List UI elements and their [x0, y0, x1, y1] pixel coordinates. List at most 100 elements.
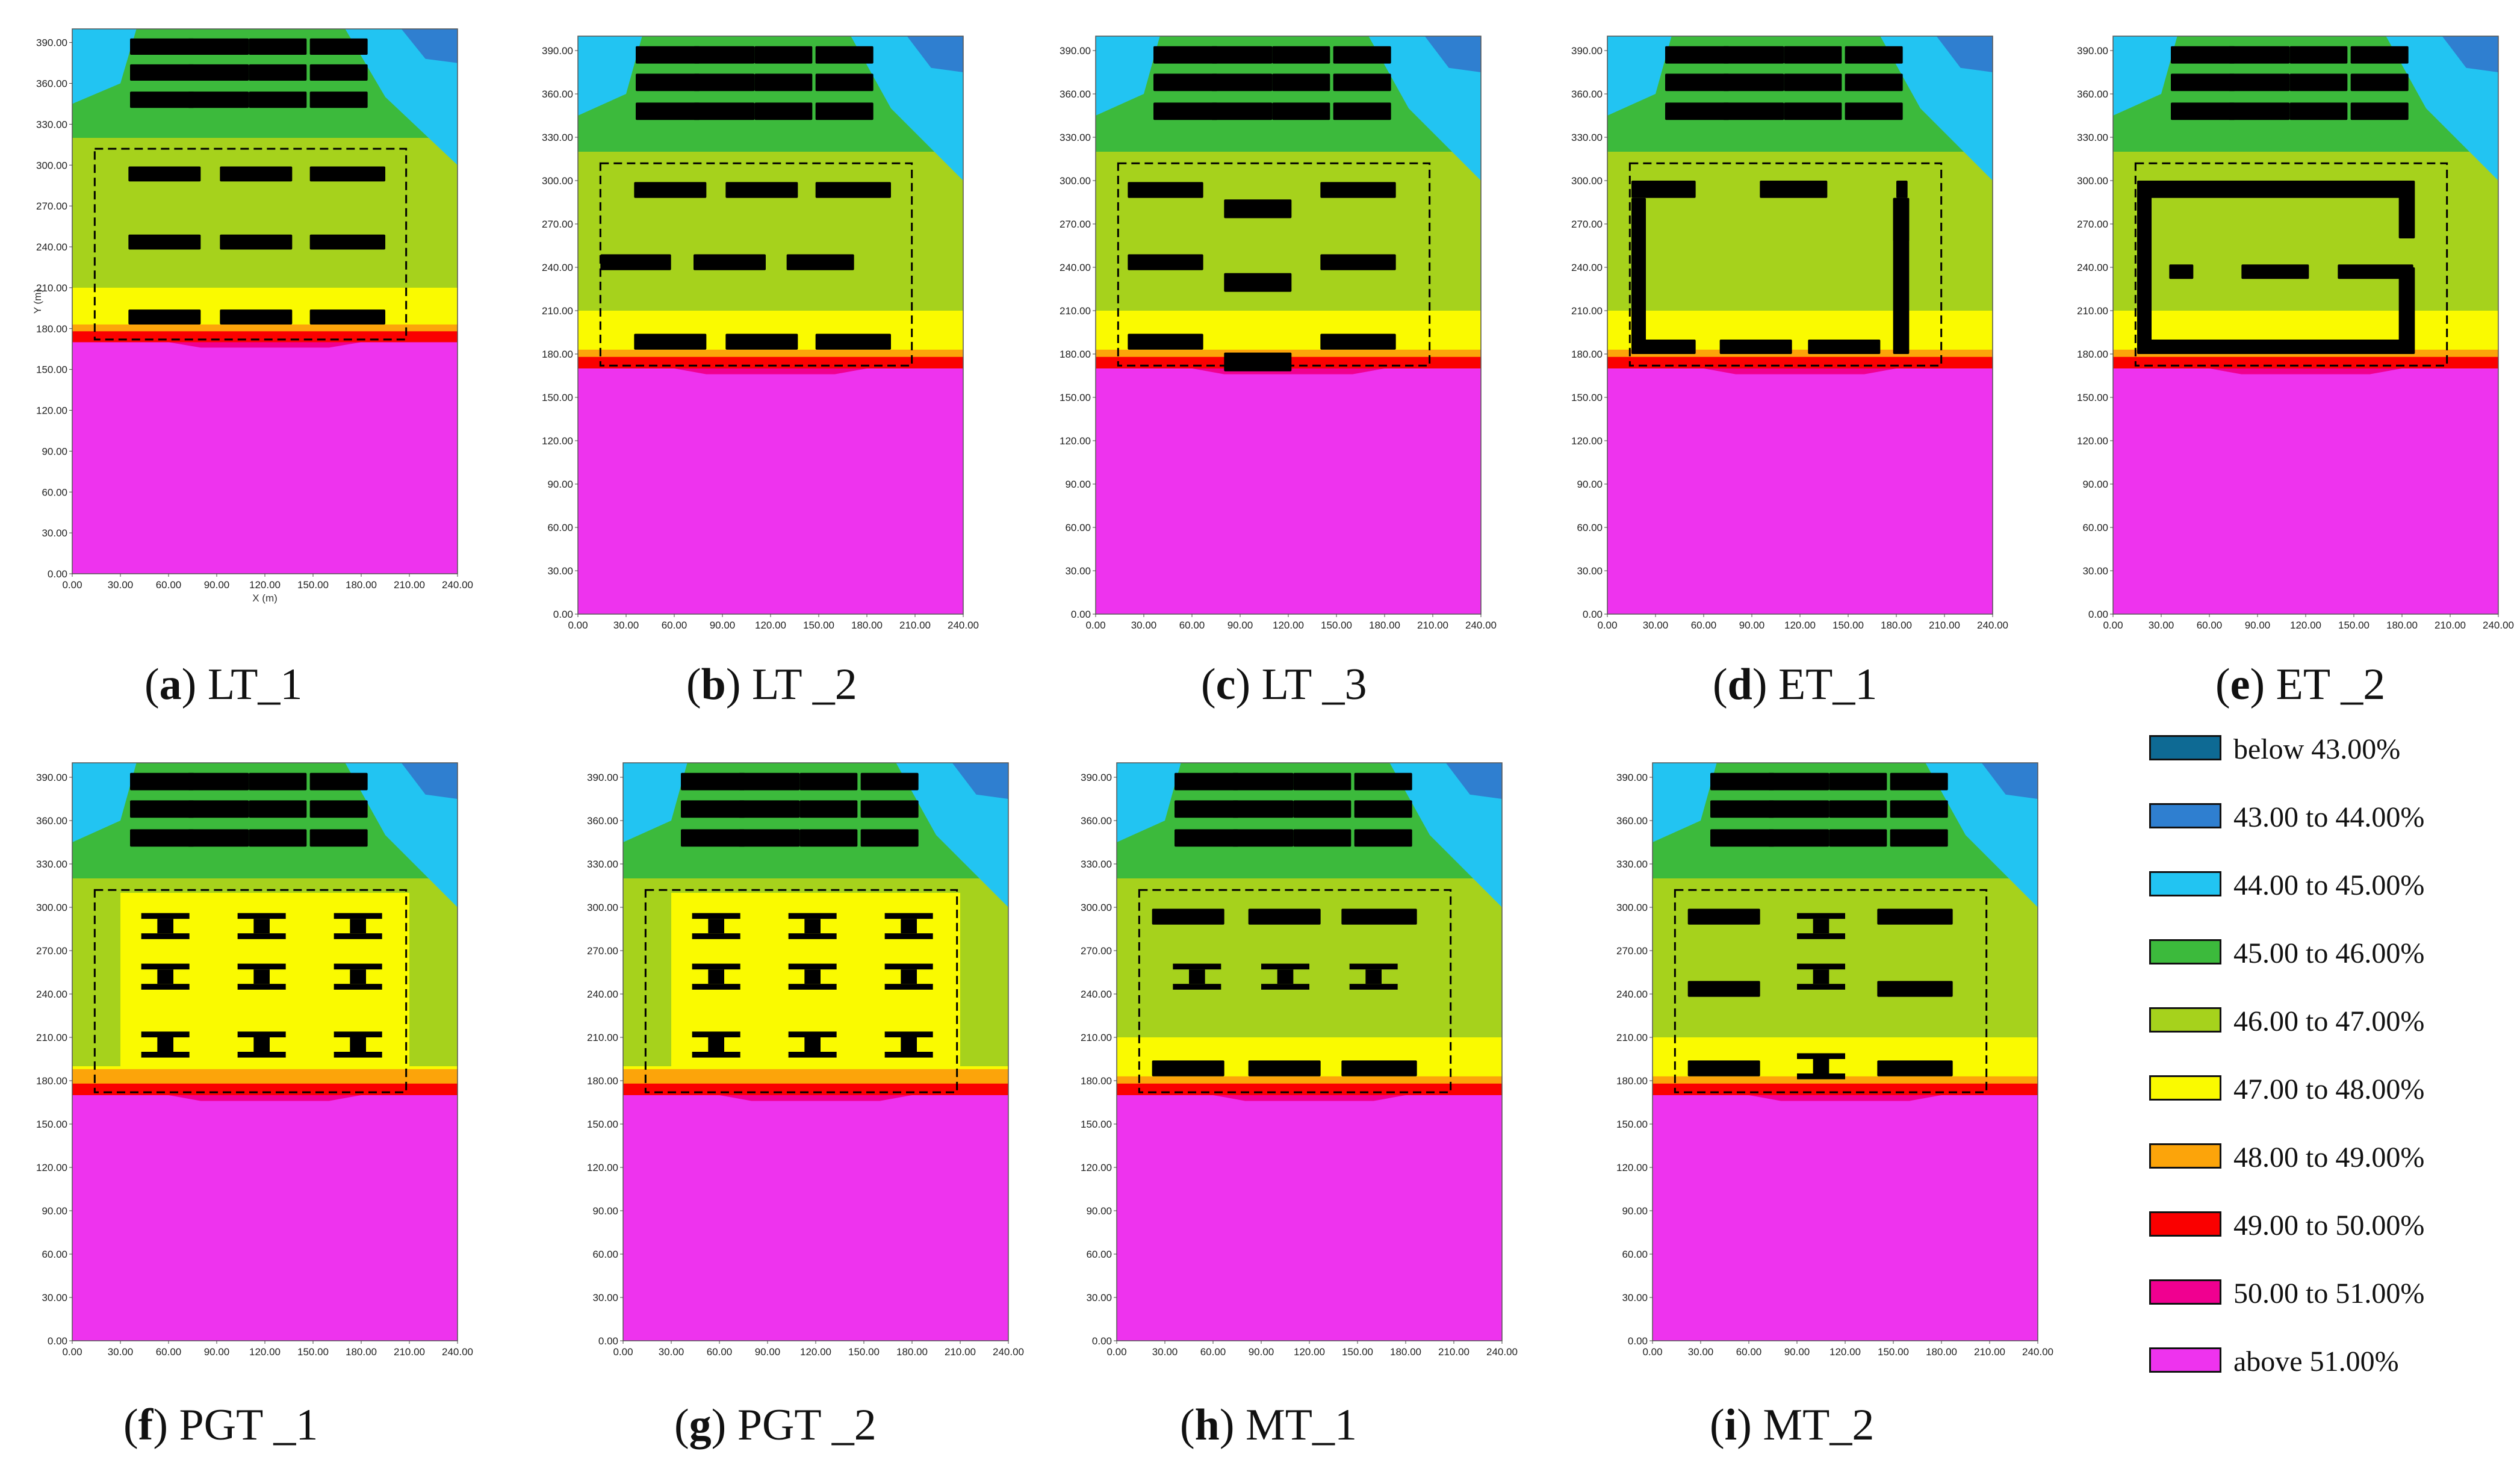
building: [1723, 73, 1784, 92]
y-tick-label: 60.00: [1577, 522, 1603, 533]
building: [2169, 264, 2194, 279]
building: [2171, 102, 2235, 120]
panel-i: 0.00 30.00 60.00 90.00 120.00 150.00 180.00 210…: [1616, 747, 2053, 1379]
y-tick-label: 270.00: [1571, 219, 1603, 230]
y-tick-label: 150.00: [36, 1119, 67, 1130]
panel-h: 0.00 30.00 60.00 90.00 120.00 150.00 180.00 210…: [1081, 747, 1518, 1379]
legend-label: 43.00 to 44.00%: [2233, 801, 2425, 833]
x-tick-label: 180.00: [2386, 620, 2418, 631]
contour-band: [851, 36, 963, 181]
building: [2241, 264, 2309, 279]
x-tick-label: 0.00: [1642, 1346, 1662, 1358]
building: [1797, 1073, 1845, 1079]
building: [1723, 102, 1784, 120]
building: [2171, 46, 2235, 64]
study-area-outline: [2134, 162, 2448, 367]
building: [1784, 46, 1842, 64]
x-tick-label: 60.00: [662, 620, 687, 631]
y-axis-label: Y (m): [32, 289, 43, 314]
legend-item: 48.00 to 49.00%: [2149, 1140, 2510, 1176]
x-tick-label: 60.00: [1179, 620, 1205, 631]
y-tick-label: 150.00: [36, 364, 67, 376]
building: [1333, 46, 1391, 64]
caption-i-letter: i: [1724, 1400, 1737, 1450]
building: [754, 46, 813, 64]
contour-band: [72, 1095, 458, 1341]
panel-c: 0.00 30.00 60.00 90.00 120.00 150.00 180.00 210…: [1060, 24, 1497, 638]
y-tick-label: 180.00: [36, 1075, 67, 1087]
legend-swatch: [2149, 1347, 2221, 1373]
contour-band: [401, 763, 458, 799]
building: [694, 73, 755, 92]
x-tick-label: 150.00: [1833, 620, 1864, 631]
building: [188, 772, 249, 791]
building: [130, 829, 194, 847]
y-tick-label: 0.00: [598, 1335, 618, 1347]
contour-band: [401, 29, 458, 63]
caption-f-letter: f: [138, 1400, 154, 1450]
heatmap-f: 0.00 30.00 60.00 90.00 120.00 150.00 180.00 210…: [36, 762, 473, 1358]
building: [739, 829, 800, 847]
y-tick-label: 60.00: [1086, 1249, 1112, 1260]
x-tick-label: 30.00: [1131, 620, 1157, 631]
building: [1687, 981, 1760, 997]
caption-c-letter: c: [1215, 660, 1236, 709]
y-tick-label: 180.00: [1616, 1075, 1648, 1087]
building: [1845, 102, 1903, 120]
building: [692, 933, 740, 939]
legend-item: 49.00 to 50.00%: [2149, 1208, 2510, 1244]
building: [1349, 963, 1398, 970]
x-tick-label: 180.00: [346, 579, 377, 591]
building: [1845, 46, 1903, 64]
legend-label: 48.00 to 49.00%: [2233, 1142, 2425, 1173]
building: [2229, 102, 2290, 120]
x-tick-label: 240.00: [2483, 620, 2514, 631]
building: [1813, 1059, 1829, 1073]
building: [237, 933, 286, 939]
building: [860, 772, 919, 791]
x-tick-label: 60.00: [2197, 620, 2223, 631]
building: [1768, 800, 1829, 818]
contour-band: [1117, 1095, 1502, 1341]
contour-band: [345, 29, 458, 166]
building: [220, 166, 293, 182]
y-tick-label: 180.00: [587, 1075, 618, 1087]
x-tick-label: 30.00: [613, 620, 639, 631]
building: [1710, 772, 1775, 791]
x-tick-label: 60.00: [707, 1346, 733, 1358]
y-tick-label: 180.00: [36, 323, 67, 335]
legend-item: 45.00 to 46.00%: [2149, 936, 2510, 972]
building: [1248, 909, 1321, 925]
y-tick-label: 240.00: [587, 989, 618, 1000]
contour-band: [72, 342, 458, 574]
legend-label: 44.00 to 45.00%: [2233, 869, 2425, 901]
building: [237, 984, 286, 990]
y-tick-label: 60.00: [42, 1249, 67, 1260]
building: [2137, 181, 2413, 198]
building: [694, 102, 755, 120]
y-tick-label: 390.00: [1060, 45, 1091, 57]
building: [725, 182, 798, 198]
y-tick-label: 150.00: [1060, 392, 1091, 403]
building: [1128, 334, 1203, 350]
y-tick-label: 120.00: [1060, 435, 1091, 447]
y-tick-label: 270.00: [1616, 945, 1648, 957]
caption-h-letter: h: [1194, 1400, 1220, 1450]
building: [1173, 984, 1221, 990]
y-tick-label: 60.00: [547, 522, 573, 533]
heatmap-c: 0.00 30.00 60.00 90.00 120.00 150.00 180.00 210…: [1060, 36, 1497, 631]
building: [1189, 969, 1205, 984]
building: [128, 234, 201, 250]
y-tick-label: 390.00: [36, 37, 67, 49]
legend-label: below 43.00%: [2233, 733, 2401, 765]
building: [1333, 73, 1391, 92]
x-tick-label: 30.00: [659, 1346, 684, 1358]
y-tick-label: 270.00: [36, 945, 67, 957]
x-tick-label: 90.00: [2245, 620, 2271, 631]
building: [350, 1037, 366, 1052]
building: [237, 1031, 286, 1037]
building: [1890, 800, 1948, 818]
building: [901, 919, 917, 934]
building: [1813, 969, 1829, 984]
building: [1893, 197, 1910, 241]
